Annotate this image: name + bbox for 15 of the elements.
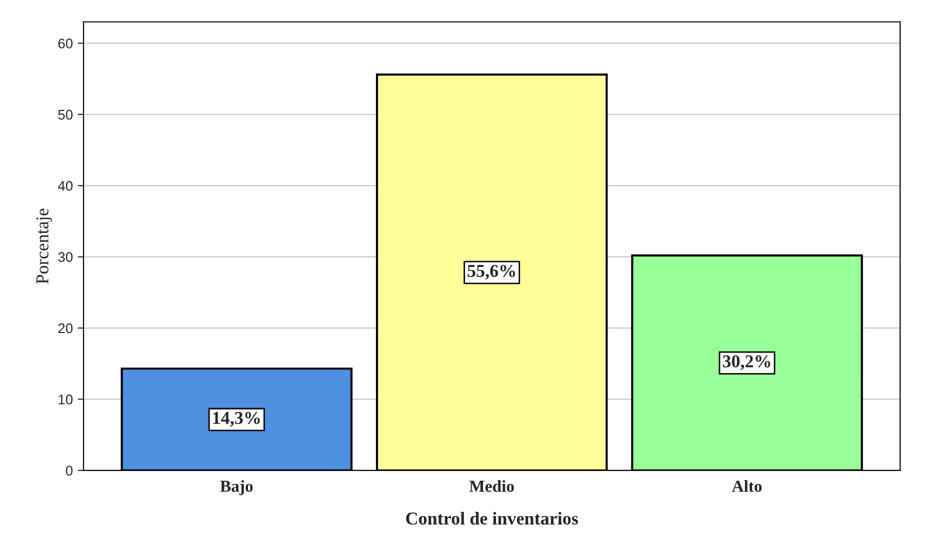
y-tick-label: 60 [58, 38, 73, 48]
y-tick-label: 40 [58, 180, 73, 191]
x-tick-label: Bajo [220, 480, 253, 496]
data-label: 55,6% [468, 264, 515, 280]
y-tick-label: 20 [58, 323, 73, 334]
data-label: 14,3% [213, 412, 260, 427]
x-tick-label: Medio [469, 480, 514, 492]
y-tick-label: 50 [58, 110, 73, 120]
y-tick-label: 10 [58, 394, 73, 404]
x-axis-title: Control de inventarios [406, 512, 578, 525]
y-tick-label: 0 [66, 466, 73, 476]
x-tick-label: Alto [732, 480, 762, 492]
y-tick-label: 30 [58, 252, 73, 262]
y-axis-title: Porcentaje [36, 208, 52, 284]
data-label: 30,2% [722, 355, 770, 370]
